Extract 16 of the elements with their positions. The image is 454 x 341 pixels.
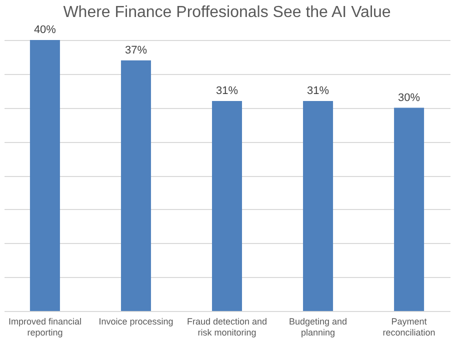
- x-tick-label: Fraud detection and risk monitoring: [186, 316, 268, 338]
- data-label: 40%: [34, 24, 56, 36]
- x-tick-label: Payment reconciliation: [382, 316, 436, 338]
- bar: [394, 108, 424, 311]
- x-tick-label: Budgeting and planning: [288, 316, 348, 338]
- data-label: 31%: [216, 84, 238, 97]
- data-label: 37%: [124, 44, 148, 56]
- x-tick-label: Improved financial reporting: [8, 316, 82, 338]
- bar: [120, 60, 151, 311]
- bar: [212, 100, 242, 311]
- chart-title: Where Finance Proffesionals See the AI Value: [63, 4, 391, 21]
- bar: [30, 40, 60, 311]
- data-label: 30%: [398, 92, 420, 104]
- data-label: 31%: [307, 84, 330, 97]
- x-tick-label: Invoice processing: [98, 316, 174, 326]
- bar: [303, 100, 334, 311]
